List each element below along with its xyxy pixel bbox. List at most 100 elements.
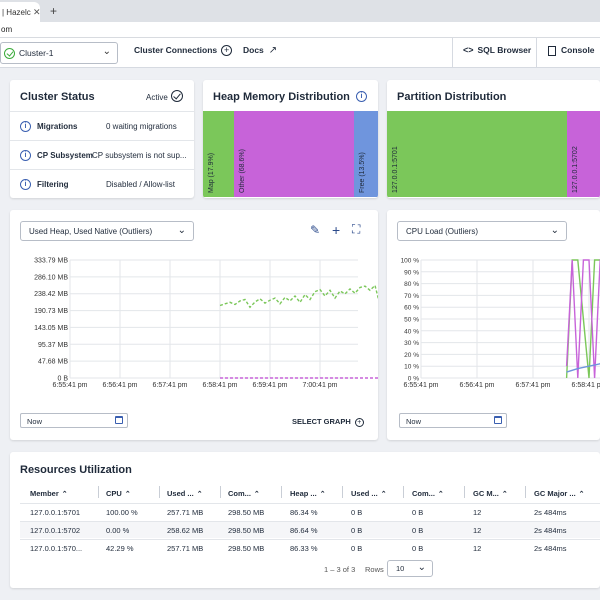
x-tick-label: 6:59:41 pm — [252, 382, 287, 389]
column-divider[interactable] — [342, 486, 343, 498]
select-graph-button[interactable]: SELECT GRAPH + — [292, 417, 364, 427]
status-key: Filtering — [37, 180, 69, 189]
chevron-down-icon: ⌄ — [177, 225, 186, 236]
info-icon[interactable]: i — [356, 91, 367, 102]
sort-icon[interactable]: ⌃ — [253, 491, 260, 498]
segment-label: Map (17.9%) — [208, 152, 215, 193]
status-row-cp-subsystem: i CP Subsystem CP subsystem is not sup..… — [10, 140, 194, 169]
column-divider[interactable] — [525, 486, 526, 498]
column-header[interactable]: GC M... ⌃ — [473, 489, 508, 498]
calendar-icon[interactable] — [115, 416, 123, 424]
partition-segment[interactable]: 127.0.0.1:5702 — [567, 111, 600, 197]
rows-per-page-value: 10 — [396, 564, 405, 573]
sql-browser-button[interactable]: <> SQL Browser — [463, 45, 531, 55]
table-cell: 127.0.0.1:570... — [30, 544, 83, 553]
y-tick-label: 333.79 MB — [34, 258, 68, 265]
table-cell: 42.29 % — [106, 544, 134, 553]
column-header-label: Used ... — [351, 489, 378, 498]
metric-dropdown[interactable]: Used Heap, Used Native (Outliers) ⌄ — [20, 221, 194, 241]
sort-icon[interactable]: ⌃ — [61, 491, 68, 498]
cluster-select[interactable]: Cluster-1 ⌄ — [0, 42, 118, 64]
table-cell: 2s 484ms — [534, 544, 567, 553]
plus-circle-icon: + — [221, 45, 233, 57]
sort-icon[interactable]: ⌃ — [380, 491, 387, 498]
y-tick-label: 10 % — [404, 364, 419, 371]
table-row[interactable]: 127.0.0.1:5702 0.00 % 258.62 MB 298.50 MB 86… — [20, 521, 600, 538]
x-tick-label: 6:55:41 pm — [52, 382, 87, 389]
table-cell: 298.50 MB — [228, 508, 265, 517]
select-graph-label: SELECT GRAPH — [292, 417, 351, 426]
column-header[interactable]: GC Major ... ⌃ — [534, 489, 585, 498]
column-divider[interactable] — [464, 486, 465, 498]
series-line — [219, 284, 378, 309]
y-tick-label: 0 % — [408, 376, 419, 383]
column-header[interactable]: CPU ⌃ — [106, 489, 131, 498]
fullscreen-icon[interactable]: ⛶ — [352, 222, 361, 236]
status-value: CP subsystem is not sup... — [92, 151, 187, 160]
close-icon[interactable]: ✕ — [33, 7, 40, 17]
toolbar-divider — [536, 38, 537, 68]
column-header[interactable]: Used ... ⌃ — [351, 489, 387, 498]
heap-segment[interactable]: Free (13.5%) — [354, 111, 378, 197]
edit-icon[interactable]: ✎ — [310, 223, 321, 237]
table-cell: 12 — [473, 544, 482, 553]
table-cell: 258.62 MB — [167, 526, 204, 535]
table-row[interactable]: 127.0.0.1:570... 42.29 % 257.71 MB 298.50 M… — [20, 539, 600, 556]
cluster-connections-button[interactable]: Cluster Connections + — [134, 45, 233, 57]
status-value: 0 waiting migrations — [106, 122, 177, 131]
sort-icon[interactable]: ⌃ — [578, 491, 585, 498]
sort-icon[interactable]: ⌃ — [437, 491, 444, 498]
y-tick-label: 20 % — [404, 352, 419, 359]
y-tick-label: 80 % — [404, 281, 419, 288]
info-icon[interactable]: i — [20, 179, 31, 190]
plus-icon[interactable]: + — [332, 222, 341, 238]
sort-icon[interactable]: ⌃ — [124, 491, 131, 498]
heap-segment[interactable]: Other (68.6%) — [234, 111, 355, 197]
table-row[interactable]: 127.0.0.1:5701 100.00 % 257.71 MB 298.50 MB… — [20, 503, 600, 520]
table-cell: 2s 484ms — [534, 526, 567, 535]
column-header[interactable]: Used ... ⌃ — [167, 489, 203, 498]
browser-tab-strip: | Hazelc ✕ + — [0, 0, 600, 22]
calendar-icon[interactable] — [494, 416, 502, 424]
sort-icon[interactable]: ⌃ — [501, 491, 508, 498]
metric-dropdown[interactable]: CPU Load (Outliers) ⌄ — [397, 221, 567, 241]
address-bar[interactable]: om — [0, 22, 600, 38]
column-header[interactable]: Member ⌃ — [30, 489, 68, 498]
table-cell: 0 B — [412, 544, 424, 553]
new-tab-icon[interactable]: + — [50, 4, 58, 18]
column-divider[interactable] — [159, 486, 160, 498]
table-cell: 12 — [473, 526, 482, 535]
column-divider[interactable] — [220, 486, 221, 498]
column-divider[interactable] — [403, 486, 404, 498]
card-title: Resources Utilization — [20, 464, 132, 476]
column-divider[interactable] — [281, 486, 282, 498]
sort-icon[interactable]: ⌃ — [319, 491, 326, 498]
rows-label: Rows — [365, 565, 384, 574]
plus-circle-icon: + — [354, 418, 364, 427]
sort-icon[interactable]: ⌃ — [196, 491, 203, 498]
heap-segment[interactable]: Map (17.9%) — [203, 111, 235, 197]
app-toolbar: Cluster-1 ⌄ Cluster Connections + Docs ↗ <… — [0, 38, 600, 68]
date-input[interactable]: Now — [20, 413, 128, 428]
column-header[interactable]: Com... ⌃ — [412, 489, 444, 498]
info-icon[interactable]: i — [20, 150, 31, 161]
y-tick-label: 0 B — [57, 376, 68, 383]
table-cell: 0 B — [412, 526, 424, 535]
browser-tab[interactable]: | Hazelc ✕ — [0, 2, 40, 22]
y-tick-label: 40 % — [404, 328, 419, 335]
console-button[interactable]: Console — [548, 45, 595, 56]
heap-graph-card: Used Heap, Used Native (Outliers) ⌄ ✎ + … — [10, 210, 378, 440]
column-header[interactable]: Heap ... ⌃ — [290, 489, 326, 498]
column-divider[interactable] — [98, 486, 99, 498]
rows-per-page-select[interactable]: 10 ⌄ — [387, 560, 433, 577]
info-icon[interactable]: i — [20, 121, 31, 132]
table-cell: 257.71 MB — [167, 508, 204, 517]
y-tick-label: 143.05 MB — [34, 325, 68, 332]
y-tick-label: 30 % — [404, 340, 419, 347]
table-cell: 127.0.0.1:5701 — [30, 508, 81, 517]
date-input[interactable]: Now — [399, 413, 507, 428]
segment-label: 127.0.0.1:5701 — [392, 146, 399, 193]
partition-segment[interactable]: 127.0.0.1:5701 — [387, 111, 567, 197]
docs-link[interactable]: Docs ↗ — [243, 45, 277, 56]
column-header[interactable]: Com... ⌃ — [228, 489, 260, 498]
